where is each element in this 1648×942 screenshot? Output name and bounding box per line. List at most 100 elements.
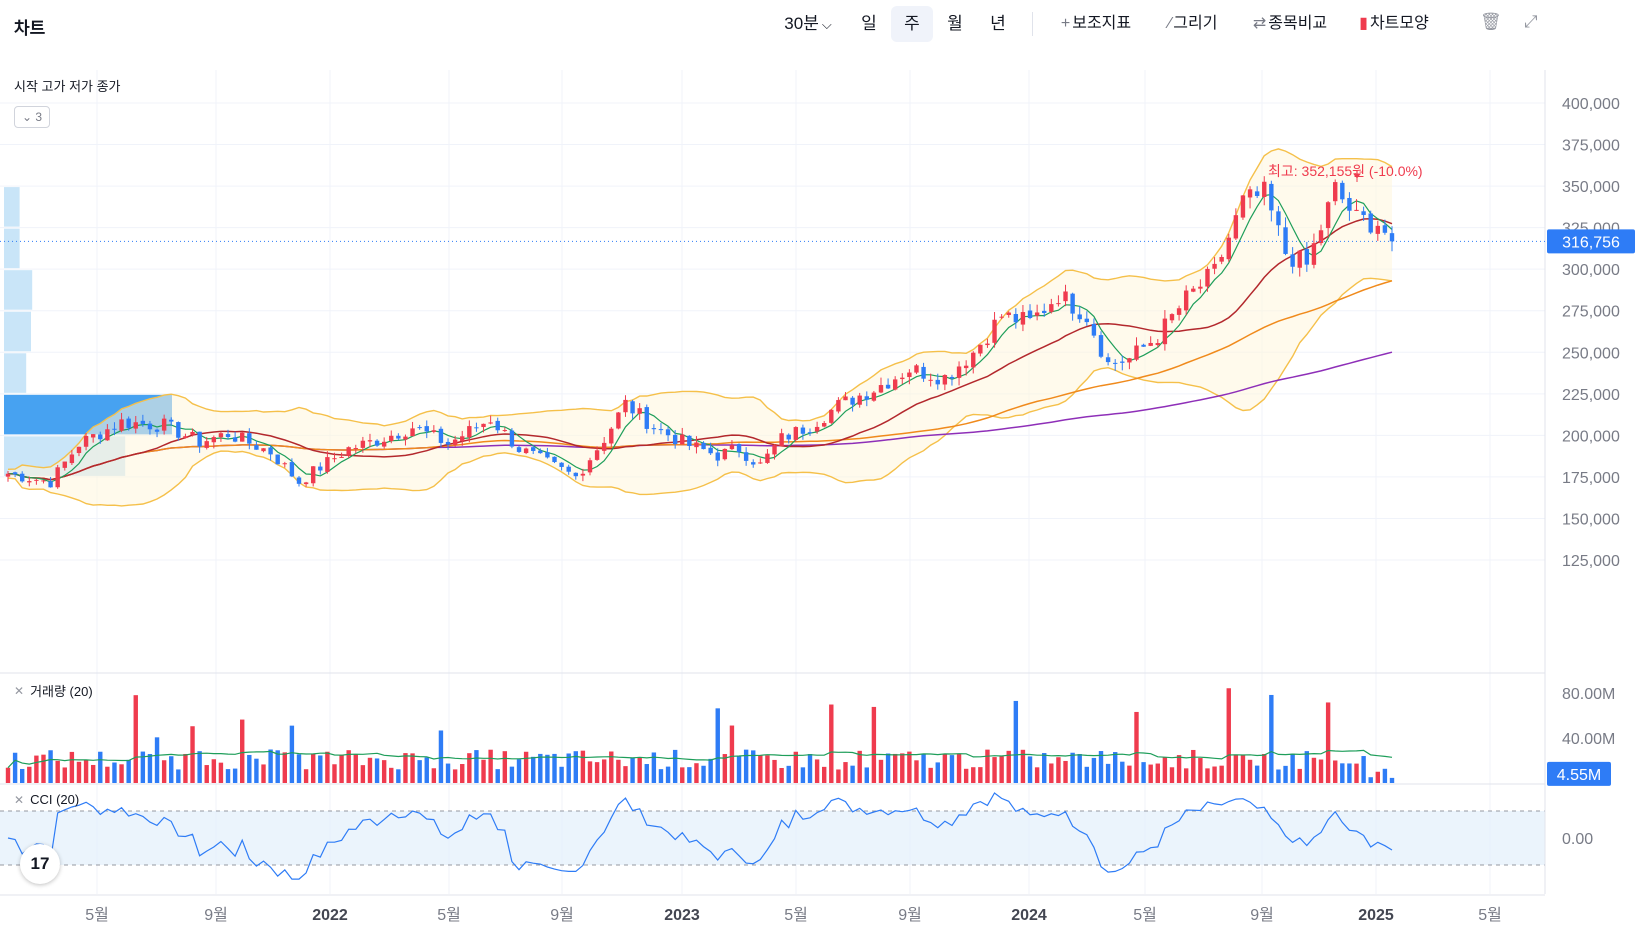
candle-body xyxy=(1240,195,1246,218)
volume-bar xyxy=(687,767,692,783)
volume-bar xyxy=(197,751,202,783)
volume-profile-bar xyxy=(4,187,20,227)
volume-bar xyxy=(119,764,124,783)
volume-bar xyxy=(1283,765,1288,783)
candle-body xyxy=(261,448,266,452)
bollinger-upper-line xyxy=(7,148,1393,470)
compare-arrows-icon: ⇄ xyxy=(1252,15,1267,32)
interval-year-button[interactable]: 년 xyxy=(990,14,1006,33)
volume-bar xyxy=(736,756,742,783)
close-icon[interactable]: ✕ xyxy=(14,683,25,698)
cci-series-line xyxy=(7,792,1393,880)
candle-body xyxy=(374,440,380,446)
volume-bar xyxy=(90,764,96,783)
volume-bar xyxy=(126,759,131,783)
drawing-button[interactable]: ∕ 그리기 xyxy=(1168,15,1218,32)
interval-week-button[interactable]: 주 xyxy=(891,6,933,42)
volume-bar xyxy=(1049,763,1054,783)
candle-body xyxy=(467,426,472,438)
candle-body xyxy=(1354,209,1359,211)
page-title: 차트 xyxy=(14,19,46,38)
cci-tick-label: 0.00 xyxy=(1562,831,1593,848)
interval-month-button[interactable]: 월 xyxy=(947,14,963,33)
volume-bar xyxy=(729,725,735,783)
indicators-button[interactable]: + 보조지표 xyxy=(1060,15,1132,32)
volume-bar xyxy=(1148,764,1153,783)
candle-body xyxy=(296,477,302,484)
candle-body xyxy=(161,418,167,431)
candle-body xyxy=(1389,233,1395,242)
close-icon[interactable]: ✕ xyxy=(14,792,25,807)
candle-body xyxy=(176,422,181,438)
candle-body xyxy=(27,481,32,483)
candle-body xyxy=(240,432,245,442)
candle-body xyxy=(1162,318,1168,345)
volume-bar xyxy=(864,767,869,783)
candle-body xyxy=(211,437,217,443)
volume-bar xyxy=(325,751,330,783)
volume-bar xyxy=(410,753,415,783)
volume-bar xyxy=(793,751,799,783)
candle-body xyxy=(445,441,451,445)
candle-body xyxy=(594,450,600,460)
volume-bar xyxy=(1297,768,1302,783)
candle-body xyxy=(971,352,976,368)
candle-body xyxy=(843,396,848,401)
pencil-icon: ∕ xyxy=(1168,15,1172,32)
tradingview-logo-icon[interactable]: 17 xyxy=(20,844,60,884)
compare-button[interactable]: ⇄ 종목비교 xyxy=(1252,15,1328,32)
volume-bar xyxy=(289,725,295,783)
candle-body xyxy=(332,458,337,460)
candle-body xyxy=(687,435,692,446)
candle-body xyxy=(452,439,458,445)
candle-body xyxy=(1027,310,1033,319)
volume-current-label: 4.55M xyxy=(1557,767,1601,784)
trash-icon[interactable]: 🗑 xyxy=(1480,12,1502,31)
candle-body xyxy=(1134,345,1139,360)
interval-day-button[interactable]: 일 xyxy=(861,14,877,33)
interval-30min-dropdown[interactable]: 30분 ⌵ xyxy=(784,14,832,33)
candle-body xyxy=(1233,215,1239,239)
candle-body xyxy=(1347,197,1352,211)
candle-body xyxy=(1077,314,1082,320)
volume-bar xyxy=(751,750,756,783)
volume-bar xyxy=(1354,763,1359,783)
volume-bar xyxy=(474,750,479,783)
candle-body xyxy=(1113,362,1118,364)
price-tick-label: 125,000 xyxy=(1562,553,1620,570)
candle-body xyxy=(360,440,366,448)
legend-collapse-button[interactable]: ⌄ 3 xyxy=(14,106,50,128)
volume-bar xyxy=(978,767,983,783)
candle-body xyxy=(701,442,706,450)
candle-body xyxy=(1183,290,1189,311)
candle-body xyxy=(644,407,649,429)
chart-style-button[interactable]: ▮ 차트모양 xyxy=(1359,15,1429,32)
volume-bar xyxy=(743,749,749,783)
candle-body xyxy=(523,448,529,454)
candle-body xyxy=(963,365,969,369)
volume-bar xyxy=(1105,763,1111,783)
volume-bar xyxy=(1262,753,1267,783)
volume-bar xyxy=(1020,749,1026,783)
candle-body xyxy=(651,428,657,430)
volume-bar xyxy=(5,767,11,783)
volume-bar xyxy=(1219,765,1224,783)
bollinger-bands xyxy=(7,148,1393,507)
candle-body xyxy=(169,419,174,422)
time-tick-label: 9월 xyxy=(1250,906,1274,924)
volume-bar xyxy=(296,754,302,783)
fullscreen-icon[interactable]: ⤢ xyxy=(1524,12,1538,31)
volume-bar xyxy=(381,760,387,783)
moving-averages xyxy=(7,193,1393,483)
volume-bar xyxy=(502,751,508,783)
volume-bar xyxy=(1226,688,1231,783)
volume-bar xyxy=(850,765,855,783)
candle-body xyxy=(367,440,373,442)
volume-bar xyxy=(48,750,53,783)
volume-bar xyxy=(892,753,898,783)
candle-body xyxy=(1006,312,1011,315)
candle-body xyxy=(289,462,295,477)
cci-pane-legend: ✕ CCI (20) xyxy=(14,792,80,807)
volume-bar xyxy=(12,752,18,783)
